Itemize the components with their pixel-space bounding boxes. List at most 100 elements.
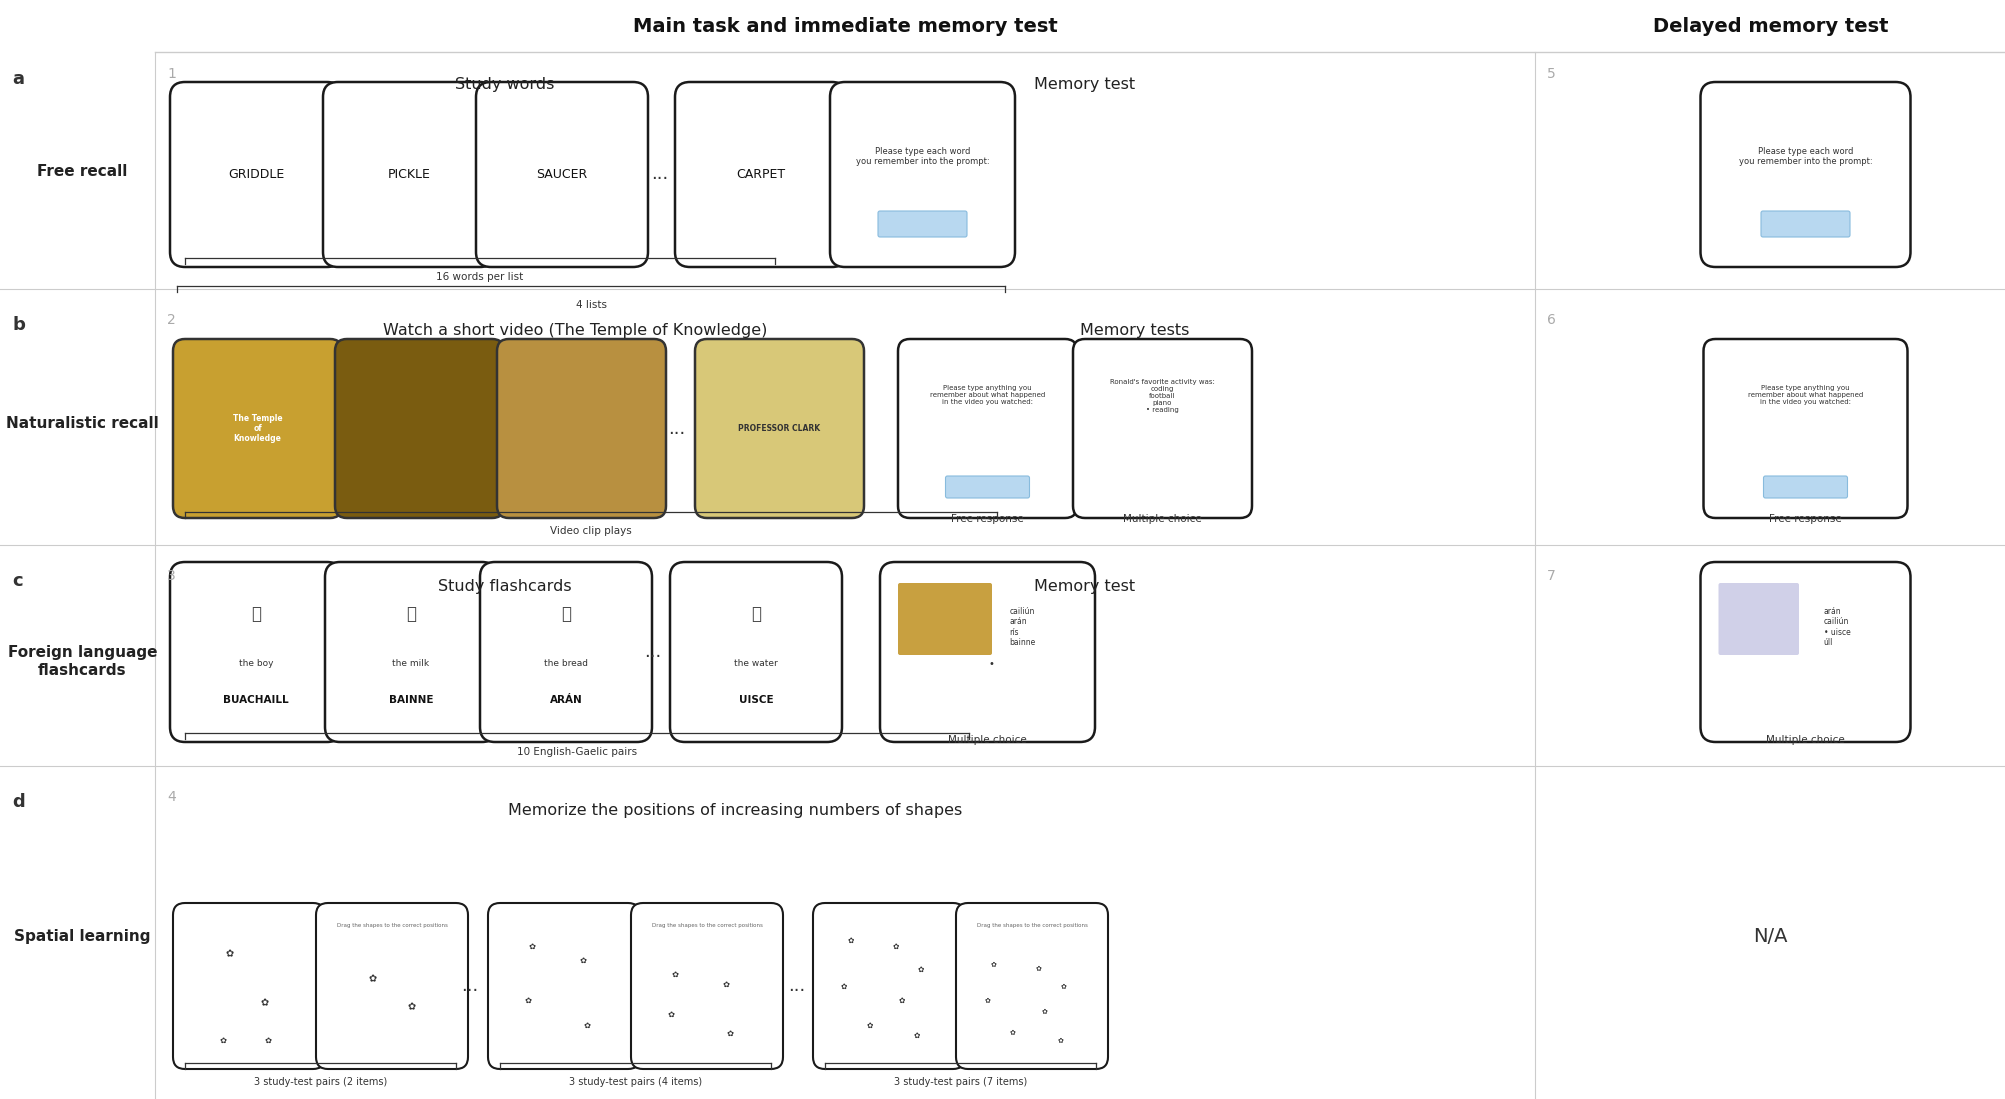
Text: Study words: Study words — [455, 77, 555, 92]
Text: Video clip plays: Video clip plays — [549, 526, 632, 536]
Text: 16 words per list: 16 words per list — [437, 271, 523, 282]
Text: the water: the water — [734, 659, 778, 668]
Text: a: a — [12, 70, 24, 88]
FancyBboxPatch shape — [487, 903, 640, 1069]
Text: Multiple choice: Multiple choice — [1764, 735, 1845, 745]
Text: Memorize the positions of increasing numbers of shapes: Memorize the positions of increasing num… — [507, 803, 962, 818]
Text: ✿: ✿ — [221, 1035, 227, 1044]
Text: ...: ... — [652, 166, 668, 184]
FancyBboxPatch shape — [1702, 338, 1907, 518]
Text: ✿: ✿ — [984, 997, 990, 1003]
Text: d: d — [12, 793, 24, 811]
Text: ✿: ✿ — [668, 1010, 674, 1019]
FancyBboxPatch shape — [1700, 562, 1909, 742]
FancyBboxPatch shape — [674, 82, 846, 267]
Text: 7: 7 — [1546, 569, 1556, 582]
Text: ...: ... — [461, 977, 479, 995]
Text: BUACHAILL: BUACHAILL — [223, 695, 289, 704]
FancyBboxPatch shape — [694, 338, 864, 518]
Text: the milk: the milk — [393, 659, 429, 668]
Text: 3: 3 — [166, 569, 176, 582]
Text: ✿: ✿ — [840, 981, 846, 990]
Text: ✿: ✿ — [892, 942, 898, 951]
Text: N/A: N/A — [1752, 928, 1786, 946]
FancyBboxPatch shape — [317, 903, 467, 1069]
Text: ✿: ✿ — [261, 998, 269, 1008]
FancyBboxPatch shape — [1760, 211, 1849, 237]
Text: cailiún
arán
rís
bainne: cailiún arán rís bainne — [1009, 607, 1035, 647]
Text: ✿: ✿ — [583, 1021, 589, 1030]
Text: GRIDDLE: GRIDDLE — [229, 168, 285, 181]
FancyBboxPatch shape — [956, 903, 1107, 1069]
Text: arán
cailiún
• uisce
úll: arán cailiún • uisce úll — [1823, 607, 1849, 647]
Text: ✿: ✿ — [914, 1031, 920, 1040]
FancyBboxPatch shape — [325, 562, 497, 742]
Text: 10 English-Gaelic pairs: 10 English-Gaelic pairs — [517, 747, 638, 757]
Text: 2: 2 — [166, 313, 176, 328]
Text: 🥛: 🥛 — [405, 606, 415, 623]
Text: UISCE: UISCE — [738, 695, 772, 704]
Text: PICKLE: PICKLE — [387, 168, 431, 181]
Text: Watch a short video (The Temple of Knowledge): Watch a short video (The Temple of Knowl… — [383, 323, 766, 338]
Text: ARÁN: ARÁN — [549, 695, 581, 704]
FancyBboxPatch shape — [172, 338, 341, 518]
Text: ✿: ✿ — [265, 1035, 271, 1044]
Text: 3 study-test pairs (2 items): 3 study-test pairs (2 items) — [255, 1077, 387, 1087]
Text: BAINNE: BAINNE — [389, 695, 433, 704]
Text: Ronald's favorite activity was:
coding
football
piano
• reading: Ronald's favorite activity was: coding f… — [1109, 379, 1215, 413]
Text: ✿: ✿ — [990, 961, 996, 967]
Text: Please type anything you
remember about what happened
in the video you watched:: Please type anything you remember about … — [1746, 385, 1863, 406]
Text: 🍞: 🍞 — [561, 606, 571, 623]
Text: SAUCER: SAUCER — [535, 168, 587, 181]
Text: ✿: ✿ — [227, 950, 235, 959]
FancyBboxPatch shape — [1700, 82, 1909, 267]
Text: Spatial learning: Spatial learning — [14, 930, 150, 944]
Text: Delayed memory test: Delayed memory test — [1652, 16, 1887, 35]
FancyBboxPatch shape — [898, 338, 1077, 518]
FancyBboxPatch shape — [323, 82, 495, 267]
FancyBboxPatch shape — [880, 562, 1095, 742]
Text: Multiple choice: Multiple choice — [1123, 514, 1201, 524]
Text: ✿: ✿ — [672, 969, 678, 978]
FancyBboxPatch shape — [632, 903, 782, 1069]
Text: Please type anything you
remember about what happened
in the video you watched:: Please type anything you remember about … — [930, 385, 1045, 406]
Text: ✿: ✿ — [527, 942, 535, 951]
FancyBboxPatch shape — [944, 476, 1029, 498]
Text: ✿: ✿ — [1061, 984, 1067, 989]
Text: 👦: 👦 — [251, 606, 261, 623]
Text: c: c — [12, 571, 22, 590]
Text: Naturalistic recall: Naturalistic recall — [6, 415, 158, 431]
Text: Memory test: Memory test — [1035, 77, 1135, 92]
Text: Please type each word
you remember into the prompt:: Please type each word you remember into … — [856, 146, 988, 166]
FancyBboxPatch shape — [170, 562, 341, 742]
Text: ✿: ✿ — [722, 980, 730, 989]
Text: 6: 6 — [1546, 313, 1556, 328]
Text: 4 lists: 4 lists — [575, 300, 606, 310]
FancyBboxPatch shape — [170, 82, 341, 267]
Text: 5: 5 — [1546, 67, 1556, 81]
Text: ✿: ✿ — [1009, 1029, 1015, 1035]
Text: ✿: ✿ — [726, 1029, 734, 1039]
Text: 3 study-test pairs (4 items): 3 study-test pairs (4 items) — [569, 1077, 702, 1087]
FancyBboxPatch shape — [1762, 476, 1847, 498]
Text: ✿: ✿ — [918, 965, 924, 974]
Text: ✿: ✿ — [866, 1021, 872, 1030]
Text: ✿: ✿ — [579, 956, 585, 965]
Text: ...: ... — [644, 643, 662, 660]
Text: Free response: Free response — [950, 514, 1023, 524]
Text: CARPET: CARPET — [736, 168, 786, 181]
Text: Free recall: Free recall — [38, 165, 128, 179]
FancyBboxPatch shape — [475, 82, 648, 267]
Text: b: b — [12, 317, 24, 334]
Text: Memory tests: Memory tests — [1081, 323, 1189, 338]
Text: Drag the shapes to the correct positions: Drag the shapes to the correct positions — [652, 923, 762, 928]
FancyBboxPatch shape — [497, 338, 666, 518]
Text: Drag the shapes to the correct positions: Drag the shapes to the correct positions — [337, 923, 447, 928]
Text: ✿: ✿ — [846, 936, 854, 945]
Text: 💧: 💧 — [750, 606, 760, 623]
Text: Drag the shapes to the correct positions: Drag the shapes to the correct positions — [976, 923, 1087, 928]
Text: ✿: ✿ — [1041, 1009, 1047, 1014]
Text: ✿: ✿ — [525, 996, 531, 1004]
Text: Main task and immediate memory test: Main task and immediate memory test — [632, 16, 1057, 35]
FancyBboxPatch shape — [335, 338, 503, 518]
